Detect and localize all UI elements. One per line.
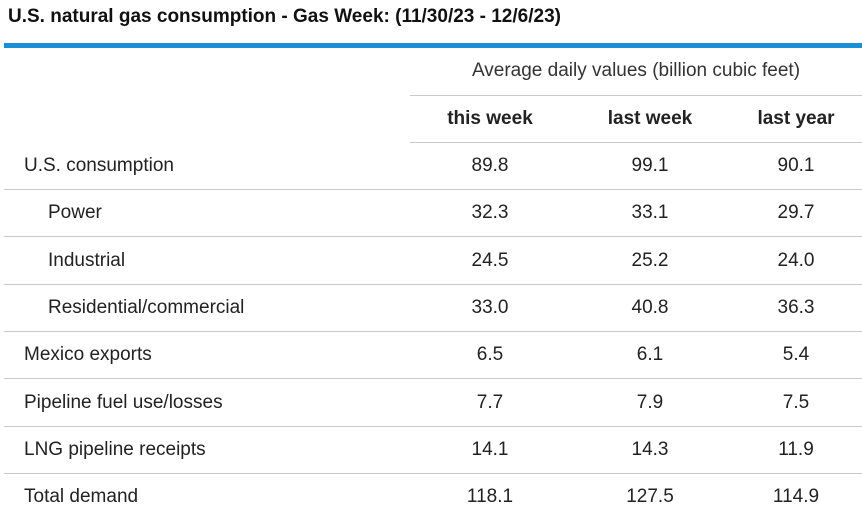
table-title: U.S. natural gas consumption - Gas Week:…: [8, 6, 561, 27]
table-cell: 14.3: [631, 438, 669, 460]
table-row: LNG pipeline receipts 14.1 14.3 11.9: [0, 427, 862, 474]
table-cell: 7.7: [476, 391, 504, 413]
table-cell: 11.9: [778, 438, 814, 460]
table-row: Total demand 118.1 127.5 114.9: [0, 474, 862, 521]
header-divider: [410, 142, 862, 143]
row-divider: [4, 189, 862, 190]
table-row: Pipeline fuel use/losses 7.7 7.9 7.5: [0, 380, 862, 427]
table-cell: 90.1: [777, 155, 815, 176]
row-label: Power: [48, 202, 102, 224]
table-cell: 40.8: [631, 296, 669, 318]
table-cell: 7.5: [782, 391, 810, 413]
row-divider: [4, 236, 862, 238]
row-divider: [4, 283, 862, 285]
table-cell: 118.1: [466, 486, 514, 508]
table-row: Residential/commercial 33.0 40.8 36.3: [0, 285, 862, 332]
row-divider: [4, 330, 862, 332]
column-header-this-week: this week: [447, 108, 533, 129]
row-label: Industrial: [48, 249, 126, 271]
table-cell: 29.7: [777, 202, 815, 224]
table-cell: 127.5: [626, 486, 674, 508]
table-cell: 114.9: [772, 486, 820, 508]
column-header-last-week: last week: [607, 108, 693, 129]
title-divider: [4, 43, 862, 48]
table-row: Power 32.3 33.1 29.7: [0, 190, 862, 238]
table-cell: 36.3: [777, 296, 815, 318]
table-cell: 6.1: [636, 344, 664, 366]
table-cell: 5.4: [782, 344, 810, 366]
row-label: Pipeline fuel use/losses: [24, 391, 223, 413]
table-cell: 14.1: [471, 438, 509, 460]
row-divider: [4, 378, 862, 380]
row-divider: [4, 425, 862, 427]
table-cell: 7.9: [636, 391, 664, 413]
table-row: Industrial 24.5 25.2 24.0: [0, 238, 862, 285]
units-divider: [410, 95, 862, 96]
row-label: Residential/commercial: [48, 296, 245, 318]
table-cell: 24.0: [777, 249, 815, 271]
row-label: U.S. consumption: [24, 155, 174, 176]
table-cell: 99.1: [631, 155, 669, 176]
table-cell: 25.2: [631, 249, 669, 271]
table-cell: 24.5: [471, 249, 509, 271]
table-row: U.S. consumption 89.8 99.1 90.1: [0, 143, 862, 190]
table-row: Mexico exports 6.5 6.1 5.4: [0, 332, 862, 380]
table-cell: 6.5: [476, 344, 504, 366]
row-divider: [4, 472, 862, 474]
table-cell: 32.3: [471, 202, 509, 224]
row-label: LNG pipeline receipts: [24, 438, 206, 460]
table-cell: 89.8: [471, 155, 509, 176]
row-label: Mexico exports: [24, 344, 152, 366]
row-label: Total demand: [24, 486, 139, 508]
table-cell: 33.0: [471, 296, 509, 318]
units-header: Average daily values (billion cubic feet…: [471, 60, 801, 81]
table-cell: 33.1: [631, 202, 669, 224]
column-header-last-year: last year: [757, 108, 835, 129]
